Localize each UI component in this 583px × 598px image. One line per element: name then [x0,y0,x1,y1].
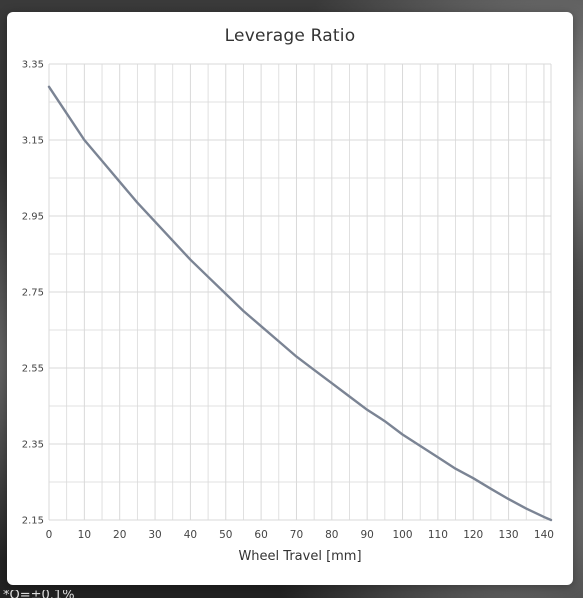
y-tick-label: 3.15 [22,136,44,147]
x-tick-label: 40 [184,529,197,541]
x-tick-label: 140 [534,529,554,541]
y-tick-label: 2.95 [22,212,44,223]
chart-title: Leverage Ratio [224,26,356,46]
x-tick-label: 130 [499,529,519,541]
y-tick-label: 3.35 [22,60,44,71]
x-tick-label: 100 [392,529,412,541]
x-tick-label: 30 [148,529,161,541]
x-axis-label: Wheel Travel [mm] [238,549,361,564]
x-tick-label: 20 [113,529,126,541]
x-tick-label: 60 [254,529,267,541]
x-tick-label: 90 [360,529,373,541]
x-tick-label: 10 [78,529,91,541]
chart-card: Leverage Ratio 2.15 2.35 2.55 2.75 2.95 3.15 3… [7,12,573,585]
x-tick-label: 0 [46,529,53,541]
x-tick-label: 50 [219,529,232,541]
leverage-ratio-chart: 2.15 2.35 2.55 2.75 2.95 3.15 3.35 0 10 20 30 40 50 6… [22,60,554,565]
x-tick-label: 70 [290,529,303,541]
y-tick-label: 2.55 [22,364,44,375]
footnote: *Q=±0.1% [3,590,75,598]
y-tick-label: 2.75 [22,288,44,299]
y-tick-label: 2.15 [22,516,44,527]
x-tick-label: 120 [463,529,483,541]
x-tick-label: 110 [428,529,448,541]
y-tick-label: 2.35 [22,440,44,451]
x-tick-label: 80 [325,529,338,541]
leverage-ratio-line [47,85,553,522]
